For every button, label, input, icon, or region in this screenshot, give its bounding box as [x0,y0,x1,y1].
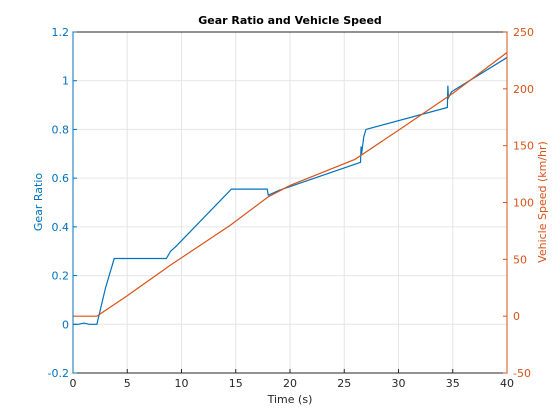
left-y-tick-label: 0 [62,318,69,331]
right-y-tick-label: 250 [513,26,534,39]
left-y-axis-label: Gear Ratio [32,173,45,232]
left-y-tick-label: 1.2 [52,26,70,39]
right-y-tick-label: 100 [513,197,534,210]
right-y-tick-label: -50 [513,367,531,380]
gear-ratio-line [73,57,508,325]
right-y-tick-label: 150 [513,140,534,153]
x-axis: 0 5 10 15 20 25 30 35 40 [70,369,514,390]
x-tick-label: 20 [283,377,297,390]
left-y-tick-label: 0.2 [52,270,70,283]
x-tick-label: 25 [337,377,351,390]
x-axis-label: Time (s) [267,393,313,406]
x-tick-label: 30 [392,377,406,390]
x-tick-label: 0 [70,377,77,390]
vehicle-speed-line [73,51,508,317]
left-y-tick-label: 1 [62,75,69,88]
right-y-tick-label: 50 [513,253,527,266]
right-y-tick-label: 0 [513,310,520,323]
series-layer [73,51,508,325]
left-y-tick-label: 0.4 [52,221,70,234]
left-y-tick-label: -0.2 [48,367,69,380]
x-tick-label: 10 [175,377,189,390]
right-y-axis-label: Vehicle Speed (km/hr) [536,141,549,263]
right-y-tick-label: 200 [513,83,534,96]
x-tick-label: 5 [124,377,131,390]
chart-title: Gear Ratio and Vehicle Speed [198,14,382,27]
left-y-tick-label: 0.8 [52,123,70,136]
x-tick-label: 15 [229,377,243,390]
x-tick-label: 35 [446,377,460,390]
left-y-tick-label: 0.6 [52,172,70,185]
left-y-axis: -0.2 0 0.2 0.4 0.6 0.8 1 1.2 [48,26,77,380]
grid [72,31,508,374]
x-tick-label: 40 [500,377,514,390]
right-y-axis: -50 0 50 100 150 200 250 [503,26,534,380]
